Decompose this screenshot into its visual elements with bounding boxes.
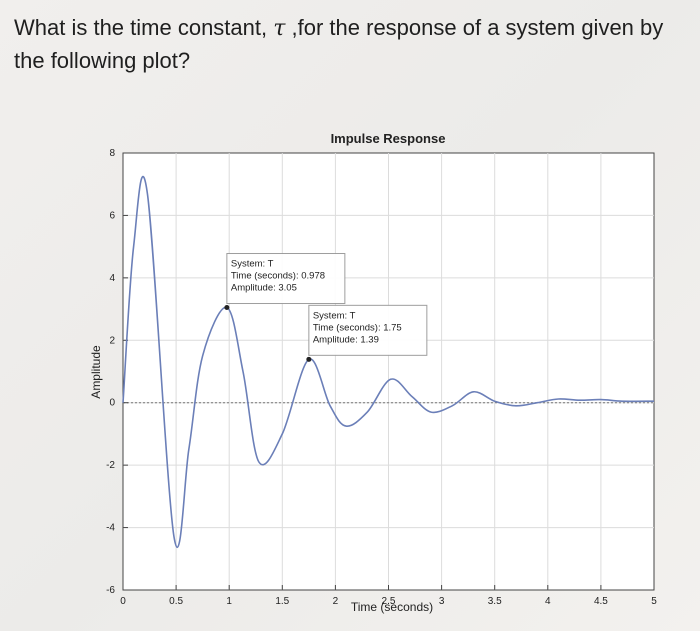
y-tick-label: 4	[109, 273, 115, 284]
y-tick-label: 8	[109, 148, 115, 159]
datatip-box	[226, 253, 346, 305]
x-tick-label: 1.5	[275, 596, 289, 607]
x-tick-label: 3.5	[488, 596, 502, 607]
question-part-2: ,for the response of a system given by t…	[14, 15, 664, 73]
y-tick-label: -4	[106, 523, 115, 534]
x-tick-label: 3	[439, 596, 445, 607]
response-series	[122, 175, 655, 548]
y-tick-label: -6	[106, 585, 115, 596]
y-axis-label: Amplitude	[89, 345, 103, 399]
datatip-text: Amplitude: 3.05	[231, 283, 297, 294]
datatip-marker	[224, 305, 230, 311]
x-tick-label: 0	[120, 596, 126, 607]
datatip-text: System: T	[231, 259, 274, 270]
question-part-1: What is the time constant,	[14, 15, 274, 40]
datatip-box	[308, 304, 428, 356]
y-tick-label: 0	[109, 398, 115, 409]
x-tick-label: 2.5	[382, 596, 396, 607]
x-tick-label: 4.5	[594, 596, 608, 607]
x-tick-label: 1	[226, 596, 232, 607]
y-tick-label: -2	[106, 460, 115, 471]
x-axis-label: Time (seconds)	[351, 600, 433, 614]
datatip-text: Time (seconds): 1.75	[313, 322, 402, 333]
x-tick-label: 2	[333, 596, 339, 607]
axis-ticks: 0 0.5 1 1.5 2 2.5 3 3.5 4 4.5 5 -6 -4 -2 0 2 4 6 8	[106, 148, 657, 607]
x-tick-label: 5	[651, 596, 657, 607]
datatip-text: System: T	[313, 310, 356, 321]
x-tick-label: 0.5	[169, 596, 183, 607]
y-tick-label: 6	[109, 210, 115, 221]
response-line	[122, 175, 655, 548]
y-tick-label: 2	[109, 335, 115, 346]
tau-symbol: τ	[273, 16, 286, 41]
datatip-text: Time (seconds): 0.978	[231, 271, 325, 282]
question-text: What is the time constant, τ ,for the re…	[14, 12, 694, 77]
chart-title: Impulse Response	[331, 131, 446, 146]
datatip-text: Amplitude: 1.39	[313, 334, 379, 345]
datatip-marker	[306, 356, 312, 362]
x-tick-label: 4	[545, 596, 551, 607]
